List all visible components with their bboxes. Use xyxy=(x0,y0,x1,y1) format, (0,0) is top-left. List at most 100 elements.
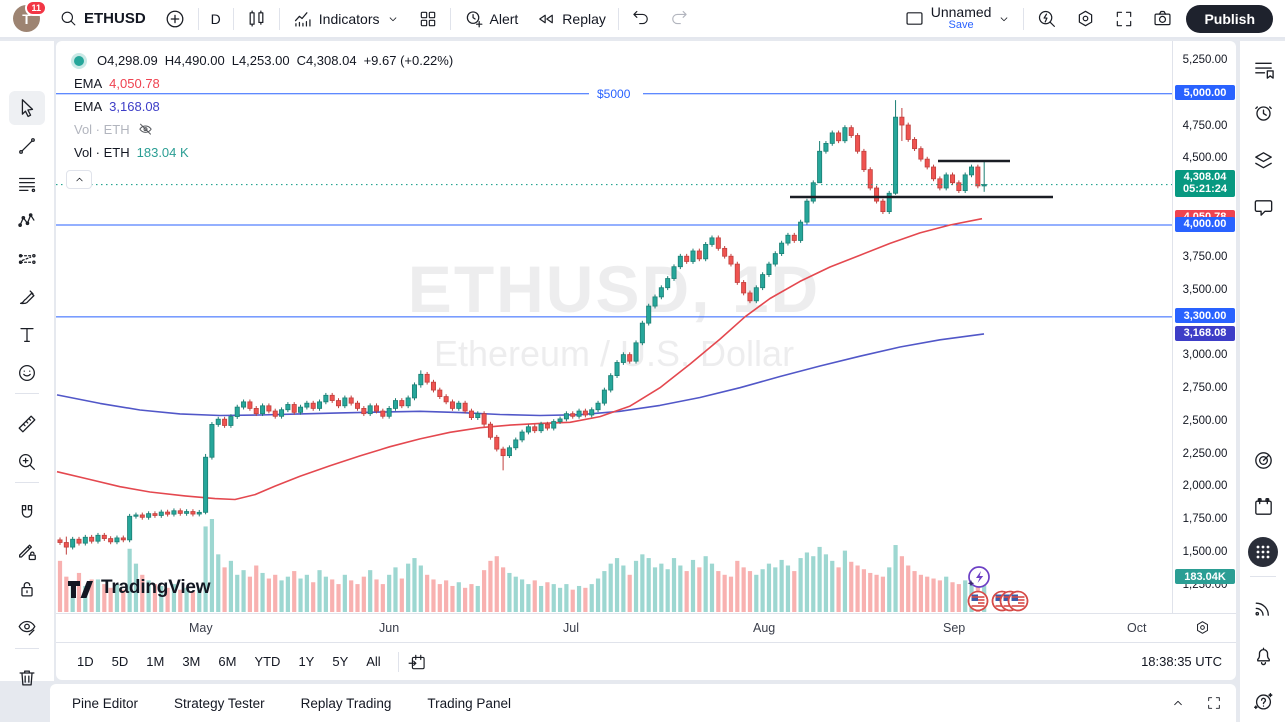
magnet-tool[interactable] xyxy=(9,496,45,530)
publish-button[interactable]: Publish xyxy=(1186,4,1273,33)
trash-tool[interactable] xyxy=(9,661,45,695)
sidebar-chat-button[interactable] xyxy=(1247,191,1279,223)
range-1d-button[interactable]: 1D xyxy=(77,654,94,669)
range-6m-button[interactable]: 6M xyxy=(218,654,237,669)
panel-expand-icon[interactable] xyxy=(1170,695,1186,711)
undo-button[interactable] xyxy=(622,4,660,34)
emoji-tool[interactable] xyxy=(9,356,45,390)
range-all-button[interactable]: All xyxy=(366,654,381,669)
time-axis[interactable]: May Jun Jul Aug Sep Oct xyxy=(56,613,1236,642)
sidebar-radar-button[interactable] xyxy=(1247,444,1279,476)
symbol-name: ETHUSD xyxy=(84,10,146,27)
snapshot-button[interactable] xyxy=(1143,4,1182,34)
eye-edit-tool[interactable] xyxy=(9,610,45,644)
price-tick: 4,750.00 xyxy=(1182,119,1228,132)
goto-date-icon[interactable] xyxy=(407,652,427,672)
sidebar-layers-button[interactable] xyxy=(1247,144,1279,176)
sidebar-bell-button[interactable] xyxy=(1247,639,1279,671)
legend-row-0[interactable]: EMA 4,050.78 xyxy=(66,72,460,95)
user-avatar[interactable]: T 11 xyxy=(13,0,47,32)
indicators-button[interactable]: Indicators xyxy=(283,4,409,34)
chevron-down-icon xyxy=(389,16,396,21)
divider xyxy=(397,651,399,672)
redo-button[interactable] xyxy=(660,4,698,34)
sidebar-calendar-button[interactable] xyxy=(1247,490,1279,522)
interval-button[interactable]: D xyxy=(202,4,230,34)
zoom-in-icon xyxy=(19,454,35,470)
price-axis[interactable]: 5,250.00 4,750.00 4,500.00 3,750.00 3,500.00… xyxy=(1172,41,1236,613)
symbol-search-button[interactable]: ETHUSD xyxy=(50,4,155,34)
eye-off-icon[interactable] xyxy=(137,121,154,138)
tab-trading-panel[interactable]: Trading Panel xyxy=(427,695,511,711)
range-3m-button[interactable]: 3M xyxy=(182,654,201,669)
sidebar-apps-button[interactable] xyxy=(1247,536,1279,568)
alert-button[interactable]: Alert xyxy=(454,4,528,34)
price-tick: 2,750.00 xyxy=(1182,382,1228,394)
panel-maximize-icon[interactable] xyxy=(1206,695,1222,711)
save-link[interactable]: Save xyxy=(948,19,974,32)
tab-pine-editor[interactable]: Pine Editor xyxy=(72,695,139,711)
text-tool[interactable] xyxy=(9,318,45,352)
zoom-in-tool[interactable] xyxy=(9,445,45,479)
tradingview-logo[interactable]: TradingView xyxy=(67,577,211,599)
divider xyxy=(1250,576,1276,577)
tab-strategy-tester[interactable]: Strategy Tester xyxy=(174,695,265,711)
alert-label: Alert xyxy=(489,10,519,27)
ohlc-part: +9.67 (+0.22%) xyxy=(363,53,454,68)
chart-legend: O4,298.09 H4,490.00 L4,253.00 C4,308.04 +9.6… xyxy=(66,49,460,189)
draw-lock-tool[interactable] xyxy=(9,534,45,568)
apps-icon xyxy=(1248,537,1278,567)
legend-collapse-button[interactable] xyxy=(66,170,92,189)
divider xyxy=(617,7,619,30)
ohlc-part: L4,253.00 xyxy=(231,53,290,68)
draw-lock-icon xyxy=(19,544,36,561)
layout-button[interactable]: Unnamed Save xyxy=(895,4,1021,34)
ruler-tool[interactable] xyxy=(9,407,45,441)
fullscreen-button[interactable] xyxy=(1105,4,1143,34)
clock-utc[interactable]: 18:38:35 UTC xyxy=(1141,654,1222,669)
range-1y-button[interactable]: 1Y xyxy=(298,654,315,669)
legend-row-3[interactable]: Vol · ETH 183.04 K xyxy=(66,141,460,164)
ohlc-part: C4,308.04 xyxy=(296,53,357,68)
range-5d-button[interactable]: 5D xyxy=(111,654,129,669)
lock-tool[interactable] xyxy=(9,572,45,606)
candlestick-chart[interactable]: $5000 xyxy=(56,41,1172,613)
pattern-icon xyxy=(18,213,35,227)
range-ytd-button[interactable]: YTD xyxy=(254,654,281,669)
brush-tool[interactable] xyxy=(9,280,45,314)
chart-settings-button[interactable] xyxy=(1066,4,1105,34)
compare-add-button[interactable] xyxy=(155,4,195,34)
trendline-icon xyxy=(19,138,35,154)
sidebar-help-button[interactable] xyxy=(1247,685,1279,717)
ohlc-values: O4,298.09 H4,490.00 L4,253.00 C4,308.04 +9.6… xyxy=(97,53,460,68)
grid-layout-icon xyxy=(420,11,435,26)
indicators-icon xyxy=(294,12,311,27)
projection-tool[interactable] xyxy=(9,242,45,276)
price-badge: 3,168.08 xyxy=(1175,325,1235,341)
lock-icon xyxy=(21,582,33,597)
legend-row-1[interactable]: EMA 3,168.08 xyxy=(66,95,460,118)
trendline-tool[interactable] xyxy=(9,129,45,163)
candles-icon xyxy=(249,10,264,27)
legend-ohlc-row[interactable]: O4,298.09 H4,490.00 L4,253.00 C4,308.04 +9.6… xyxy=(66,49,460,72)
quick-search-button[interactable] xyxy=(1027,4,1066,34)
price-tick: 3,000.00 xyxy=(1182,349,1228,362)
chart-style-button[interactable] xyxy=(237,4,276,34)
tab-replay-trading[interactable]: Replay Trading xyxy=(300,695,392,711)
fib-tool[interactable] xyxy=(9,167,45,201)
legend-row-2[interactable]: Vol · ETH xyxy=(66,118,460,141)
sidebar-watchlist-button[interactable] xyxy=(1247,53,1279,85)
sidebar-signal-button[interactable] xyxy=(1247,591,1279,623)
sidebar-alarm-button[interactable] xyxy=(1247,97,1279,129)
indicator-templates-button[interactable] xyxy=(409,4,447,34)
cursor-tool[interactable] xyxy=(9,91,45,125)
eye-edit-icon xyxy=(18,620,36,636)
time-tick-aug: Aug xyxy=(753,621,776,635)
price-tick: 5,250.00 xyxy=(1182,54,1228,66)
axis-settings-gear-icon[interactable] xyxy=(1194,619,1211,636)
range-1m-button[interactable]: 1M xyxy=(146,654,165,669)
pattern-tool[interactable] xyxy=(9,204,45,238)
range-5y-button[interactable]: 5Y xyxy=(332,654,349,669)
replay-button[interactable]: Replay xyxy=(527,4,615,34)
price-level-label: $5000 xyxy=(597,87,631,101)
